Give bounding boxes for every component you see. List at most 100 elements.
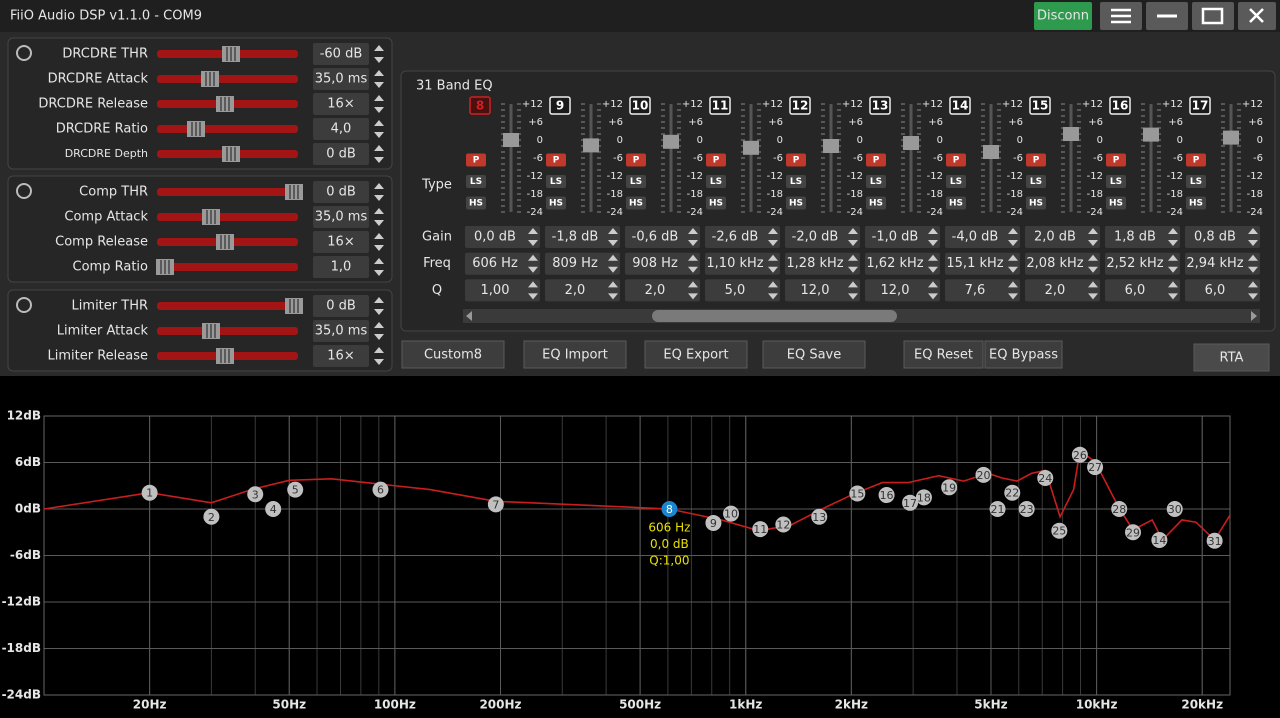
eq-node[interactable] (1018, 501, 1035, 517)
button[interactable] (984, 340, 1063, 369)
button-label[interactable]: EQ Save (787, 348, 842, 363)
spin-arrows[interactable] (1008, 228, 1018, 246)
type-badge[interactable] (786, 196, 806, 210)
band-value-box[interactable] (1025, 252, 1100, 275)
type-badge[interactable] (706, 175, 726, 188)
type-badge[interactable] (466, 153, 486, 167)
spin-arrows[interactable] (1248, 254, 1258, 273)
eq-node-label[interactable]: 7 (492, 498, 499, 511)
band-value-box[interactable] (625, 252, 700, 275)
value-box[interactable] (313, 231, 369, 253)
eq-node[interactable] (1111, 501, 1128, 517)
spin-arrows[interactable] (1248, 228, 1258, 246)
eq-node[interactable] (775, 516, 792, 533)
eq-node-label[interactable]: 23 (1020, 503, 1034, 516)
type-badge-label[interactable]: LS (870, 177, 882, 187)
type-badge[interactable] (946, 175, 966, 188)
eq-node[interactable] (287, 481, 304, 498)
spin-arrows[interactable] (374, 70, 384, 88)
band-slider-knob[interactable] (583, 138, 599, 153)
band-value-box[interactable] (545, 226, 620, 248)
spin-arrows[interactable] (1088, 281, 1098, 300)
value-box[interactable] (313, 345, 369, 367)
eq-node[interactable] (141, 484, 158, 501)
value-box[interactable] (313, 118, 369, 140)
spin-arrows[interactable] (374, 258, 384, 276)
eq-node[interactable] (1087, 459, 1104, 476)
button[interactable] (401, 340, 505, 369)
type-badge-label[interactable]: HS (469, 199, 483, 209)
type-badge[interactable] (1026, 153, 1046, 167)
band-slider-knob[interactable] (663, 134, 679, 149)
type-badge[interactable] (786, 175, 806, 188)
band-value-box[interactable] (1105, 252, 1180, 275)
type-badge[interactable] (1186, 196, 1206, 210)
type-badge[interactable] (1186, 153, 1206, 167)
type-badge-label[interactable]: LS (1030, 177, 1042, 187)
band-value-box[interactable] (945, 252, 1020, 275)
eq-node-label[interactable]: 5 (292, 484, 299, 497)
eq-node-label[interactable]: 28 (1112, 503, 1126, 516)
eq-node[interactable] (247, 486, 264, 503)
type-badge[interactable] (946, 153, 966, 167)
spin-arrows[interactable] (768, 254, 778, 273)
type-badge[interactable] (626, 196, 646, 210)
band-value-box[interactable] (1185, 252, 1260, 275)
eq-node[interactable] (723, 505, 740, 522)
band-number[interactable]: 13 (872, 99, 889, 113)
band-slider-knob[interactable] (1143, 127, 1159, 142)
spin-arrows[interactable] (848, 254, 858, 273)
type-badge-label[interactable]: P (793, 156, 800, 166)
type-badge[interactable] (626, 175, 646, 188)
type-badge-label[interactable]: LS (710, 177, 722, 187)
value-box[interactable] (313, 143, 369, 165)
spin-arrows[interactable] (1008, 254, 1018, 273)
band-number-box[interactable] (629, 96, 651, 115)
band-value-box[interactable] (785, 279, 860, 302)
type-badge[interactable] (946, 196, 966, 210)
type-badge-label[interactable]: P (873, 156, 880, 166)
eq-node-label[interactable]: 9 (710, 517, 717, 530)
eq-node[interactable] (915, 489, 932, 506)
band-value-box[interactable] (865, 279, 940, 302)
type-badge-label[interactable]: LS (1110, 177, 1122, 187)
eq-node[interactable] (265, 501, 282, 517)
eq-node[interactable] (705, 514, 722, 531)
bypass-icon[interactable] (16, 183, 32, 199)
slider-track[interactable] (157, 188, 298, 196)
type-badge-label[interactable]: P (633, 156, 640, 166)
spin-arrows[interactable] (528, 254, 538, 273)
band-value-box[interactable] (945, 279, 1020, 302)
maximize-button[interactable] (1192, 2, 1234, 30)
spin-arrows[interactable] (768, 228, 778, 246)
band-value-box[interactable] (785, 252, 860, 275)
type-badge[interactable] (626, 153, 646, 167)
spin-arrows[interactable] (374, 297, 384, 315)
band-value-box[interactable] (1185, 279, 1260, 302)
spin-arrows[interactable] (928, 254, 938, 273)
band-value-box[interactable] (1185, 226, 1260, 248)
band-value-box[interactable] (705, 279, 780, 302)
band-number[interactable]: 11 (712, 99, 729, 113)
band-slider-knob[interactable] (983, 145, 999, 159)
band-value-box[interactable] (945, 226, 1020, 248)
band-slider-knob[interactable] (743, 140, 759, 155)
band-number-box[interactable] (1109, 96, 1131, 115)
disconnect-label[interactable]: Disconn (1037, 9, 1089, 24)
bypass-icon[interactable] (16, 297, 32, 313)
eq-node-label[interactable]: 26 (1073, 449, 1087, 462)
band-number-box[interactable] (1029, 96, 1051, 115)
type-badge[interactable] (866, 153, 886, 167)
band-slider-knob[interactable] (1223, 130, 1239, 145)
type-badge-label[interactable]: P (1033, 156, 1040, 166)
type-badge-label[interactable]: LS (550, 177, 562, 187)
type-badge-label[interactable]: HS (629, 199, 643, 209)
type-badge-label[interactable]: HS (789, 199, 803, 209)
spin-arrows[interactable] (374, 322, 384, 340)
type-badge-label[interactable]: P (1193, 156, 1200, 166)
type-badge-label[interactable]: HS (869, 199, 883, 209)
band-value-box[interactable] (545, 252, 620, 275)
spin-arrows[interactable] (928, 228, 938, 246)
eq-node[interactable] (1151, 532, 1168, 548)
type-badge[interactable] (1186, 175, 1206, 188)
